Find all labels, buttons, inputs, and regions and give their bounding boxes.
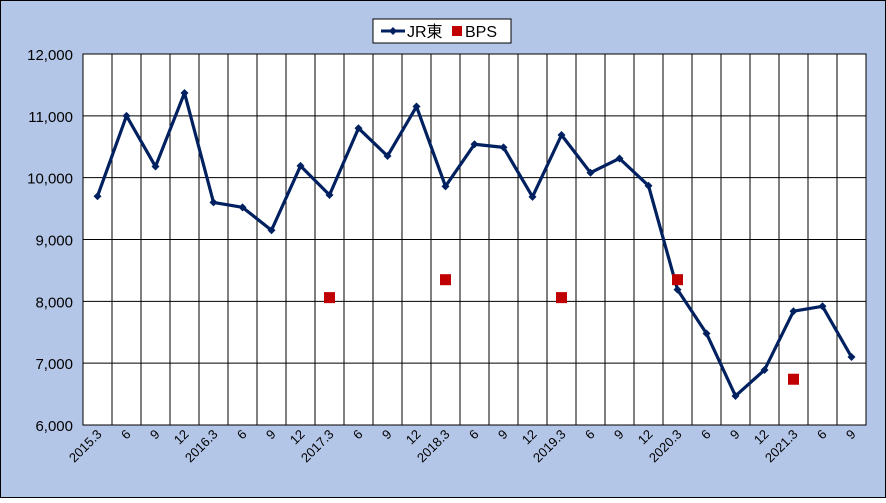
data-point (731, 391, 740, 400)
series-BPS (324, 274, 799, 385)
data-point (180, 88, 189, 97)
legend: JR東 BPS (372, 18, 512, 44)
y-tick-label: 6,000 (35, 418, 73, 435)
data-point (93, 192, 102, 201)
y-tick-label: 7,000 (35, 356, 73, 373)
data-point (441, 182, 450, 191)
data-point (847, 352, 856, 361)
data-point (267, 226, 276, 235)
data-point (672, 274, 683, 286)
data-point (209, 198, 218, 207)
data-point (788, 373, 799, 385)
data-point (499, 143, 508, 152)
data-point (296, 161, 305, 170)
data-point (122, 111, 131, 120)
data-point (528, 192, 537, 201)
data-point (238, 203, 247, 212)
grid-lines (83, 53, 866, 426)
data-point (556, 292, 567, 304)
legend-label: BPS (465, 24, 497, 41)
y-tick-label: 9,000 (35, 233, 73, 250)
data-point (412, 102, 421, 111)
data-point (557, 131, 566, 140)
data-point (383, 152, 392, 161)
data-point (789, 307, 798, 316)
y-tick-label: 10,000 (27, 171, 73, 188)
y-tick-label: 8,000 (35, 294, 73, 311)
data-point (615, 154, 624, 163)
series-layer (93, 88, 856, 400)
data-point (440, 274, 451, 286)
data-point (325, 190, 334, 199)
legend-swatch-square (452, 26, 462, 36)
data-point (702, 329, 711, 338)
data-point (760, 365, 769, 374)
data-point (354, 124, 363, 133)
legend-label: JR東 (407, 23, 443, 41)
y-axis-ticks: 6,000 7,000 8,000 9,000 10,000 11,000 12,000 (27, 47, 73, 435)
data-point (673, 285, 682, 294)
data-point (644, 181, 653, 190)
series-JR東 (93, 88, 856, 400)
data-point (470, 140, 479, 149)
data-point (324, 292, 335, 304)
data-point (586, 168, 595, 177)
legend-swatch-marker (389, 27, 397, 35)
data-point (818, 302, 827, 311)
y-tick-label: 11,000 (28, 109, 73, 126)
y-tick-label: 12,000 (27, 47, 73, 64)
data-point (151, 162, 160, 171)
